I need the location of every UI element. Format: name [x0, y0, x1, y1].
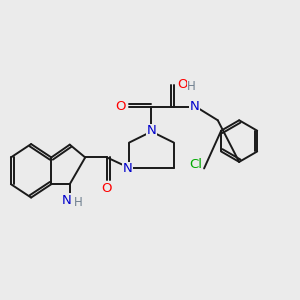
Text: N: N: [147, 124, 156, 137]
Text: O: O: [102, 182, 112, 194]
Text: Cl: Cl: [189, 158, 202, 171]
Text: N: N: [190, 100, 200, 113]
Text: O: O: [116, 100, 126, 113]
Text: H: H: [74, 196, 82, 209]
Text: N: N: [61, 194, 71, 207]
Text: N: N: [123, 162, 133, 175]
Text: O: O: [177, 78, 187, 91]
Text: H: H: [187, 80, 196, 93]
